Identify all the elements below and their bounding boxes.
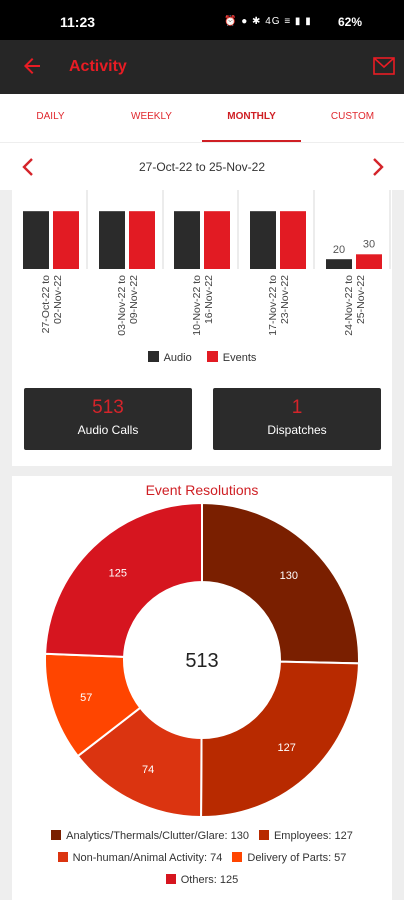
data-label-audio: 20 [333, 244, 345, 256]
chevron-right-icon[interactable] [368, 155, 388, 179]
bar-events[interactable] [129, 211, 155, 269]
pie-slice[interactable] [44, 501, 203, 658]
pie-slice[interactable] [200, 660, 360, 818]
slice-value-label: 127 [278, 742, 296, 754]
legend-swatch [258, 830, 269, 840]
slice-value-label: 130 [280, 570, 298, 582]
bar-audio[interactable] [99, 211, 125, 269]
legend-swatch [57, 852, 68, 862]
legend-events-label: Events [222, 352, 257, 364]
tab-monthly-label: MONTHLY [227, 111, 276, 122]
date-range-label: 27-Oct-22 to 25-Nov-22 [138, 160, 266, 174]
audio-calls-card[interactable]: 513 Audio Calls [24, 388, 192, 450]
legend-item: Others: 125 [165, 869, 239, 891]
pie-legend: Analytics/Thermals/Clutter/Glare: 130 Emp… [12, 825, 392, 891]
tab-weekly-label: WEEKLY [131, 111, 172, 122]
legend-swatch [165, 874, 176, 884]
legend-item: Delivery of Parts: 57 [232, 847, 346, 869]
legend-label: Analytics/Thermals/Clutter/Glare: 130 [66, 830, 249, 842]
status-bar: 11:23 ⏰ ● ✱ 4G ≡ ▮ ▮ 62% [0, 0, 404, 40]
bar-audio[interactable] [250, 211, 276, 269]
x-tick-label: 03-Nov-22 to09-Nov-22 [116, 275, 140, 336]
chart-title: Event Resolutions [145, 482, 259, 498]
legend-swatch [51, 830, 62, 840]
activity-bar-chart: 27-Oct-22 to02-Nov-22 03-Nov-22 to09-Nov-… [23, 190, 391, 336]
event-resolutions-card: Event Resolutions 130 127 74 57 125 513 Analy… [12, 476, 392, 900]
active-tab-indicator [202, 140, 301, 142]
bar-audio[interactable] [23, 211, 49, 269]
battery-level: 62% [338, 15, 363, 29]
x-tick-label: 27-Oct-22 to02-Nov-22 [40, 275, 64, 334]
bar-audio[interactable] [326, 259, 352, 269]
status-icons: ⏰ ● ✱ 4G ≡ ▮ ▮ [224, 16, 312, 27]
back-arrow-icon[interactable] [20, 54, 44, 78]
tab-monthly[interactable]: MONTHLY [202, 94, 301, 142]
event-resolutions-donut: 130 127 74 57 125 513 [44, 501, 360, 819]
legend-label: Employees: 127 [273, 830, 353, 842]
bar-events[interactable] [53, 211, 79, 269]
bar-events[interactable] [356, 254, 382, 269]
legend-label: Non-human/Animal Activity: 74 [72, 852, 223, 864]
legend-events-swatch [206, 351, 218, 362]
legend-item: Employees: 127 [258, 825, 353, 847]
pie-slice[interactable] [201, 501, 360, 665]
slice-value-label: 125 [109, 567, 127, 579]
tab-custom[interactable]: CUSTOM [301, 94, 404, 142]
dispatches-count: 1 [291, 397, 303, 418]
tab-daily[interactable]: DAILY [0, 94, 101, 142]
app-bar: Activity [0, 40, 404, 94]
chevron-left-icon[interactable] [18, 155, 38, 179]
date-range-row: 27-Oct-22 to 25-Nov-22 [0, 142, 404, 190]
bar-legend: Audio Events [12, 351, 392, 364]
slice-value-label: 57 [80, 692, 92, 704]
activity-bar-card: 27-Oct-22 to02-Nov-22 03-Nov-22 to09-Nov-… [12, 190, 392, 466]
bar-audio[interactable] [174, 211, 200, 269]
page-title: Activity [69, 58, 127, 75]
bar-events[interactable] [204, 211, 230, 269]
legend-events: Events [206, 351, 257, 364]
x-tick-label: 10-Nov-22 to16-Nov-22 [191, 275, 215, 336]
legend-audio-label: Audio [163, 352, 192, 364]
audio-calls-label: Audio Calls [77, 423, 139, 437]
tab-daily-label: DAILY [36, 111, 65, 122]
audio-calls-count: 513 [92, 397, 124, 418]
donut-center-total: 513 [185, 650, 218, 672]
legend-row: Others: 125 [12, 869, 392, 891]
data-label-events: 30 [363, 238, 375, 250]
x-tick-label: 17-Nov-22 to23-Nov-22 [267, 275, 291, 336]
legend-label: Others: 125 [180, 874, 239, 886]
slice-value-label: 74 [142, 764, 154, 776]
period-tabs: DAILY WEEKLY MONTHLY CUSTOM [0, 94, 404, 142]
mail-icon[interactable] [373, 57, 395, 75]
tab-weekly[interactable]: WEEKLY [101, 94, 202, 142]
legend-row: Non-human/Animal Activity: 74 Delivery of… [12, 847, 392, 869]
legend-audio-swatch [147, 351, 159, 362]
tab-custom-label: CUSTOM [330, 111, 375, 122]
dispatches-card[interactable]: 1 Dispatches [213, 388, 381, 450]
dispatches-label: Dispatches [267, 423, 327, 437]
x-tick-label: 24-Nov-22 to25-Nov-22 [343, 275, 367, 336]
legend-audio: Audio [147, 351, 192, 364]
bar-events[interactable] [280, 211, 306, 269]
status-time: 11:23 [60, 14, 96, 30]
legend-item: Non-human/Animal Activity: 74 [57, 847, 223, 869]
legend-swatch [232, 852, 243, 862]
legend-item: Analytics/Thermals/Clutter/Glare: 130 [51, 825, 249, 847]
legend-label: Delivery of Parts: 57 [247, 852, 347, 864]
legend-row: Analytics/Thermals/Clutter/Glare: 130 Emp… [12, 825, 392, 847]
